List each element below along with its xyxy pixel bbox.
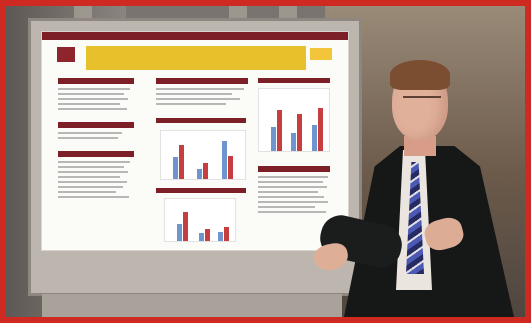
bar-chart-figure (258, 88, 330, 152)
pointing-hand (311, 240, 351, 274)
poster-left-column (58, 78, 134, 238)
bar (228, 156, 233, 179)
presenter (311, 54, 524, 317)
hair (390, 60, 450, 90)
bar (177, 224, 182, 241)
section-header (58, 78, 134, 84)
figure-header (156, 188, 246, 193)
bar (179, 145, 184, 179)
figure-header (258, 78, 330, 83)
bar (203, 163, 208, 179)
glasses (403, 96, 441, 108)
poster-board-stand (42, 294, 342, 317)
bar (205, 229, 210, 241)
neck (404, 136, 436, 156)
bar (173, 157, 178, 179)
striped-tie (406, 162, 424, 274)
poster-top-band (42, 32, 348, 40)
section-header (258, 166, 330, 172)
bar (312, 125, 317, 151)
bar-chart-figure (160, 130, 246, 180)
section-header (58, 151, 134, 157)
bar (218, 232, 223, 241)
bar (222, 141, 227, 179)
poster-center-column (156, 78, 248, 242)
poster-right-column (258, 78, 330, 238)
bar (197, 169, 202, 179)
bar (271, 127, 276, 151)
left-logo (57, 47, 75, 62)
bar (224, 227, 229, 241)
bar (277, 110, 282, 151)
bar (199, 233, 204, 241)
right-logo (310, 48, 332, 60)
bar (318, 108, 323, 151)
bar (183, 212, 188, 241)
research-poster (42, 32, 348, 250)
bar (291, 133, 296, 151)
section-header (156, 78, 248, 84)
section-header (58, 122, 134, 128)
figure-header (156, 118, 246, 123)
bar (297, 114, 302, 151)
bar-chart-figure (164, 198, 236, 242)
poster-title-block (86, 46, 306, 70)
